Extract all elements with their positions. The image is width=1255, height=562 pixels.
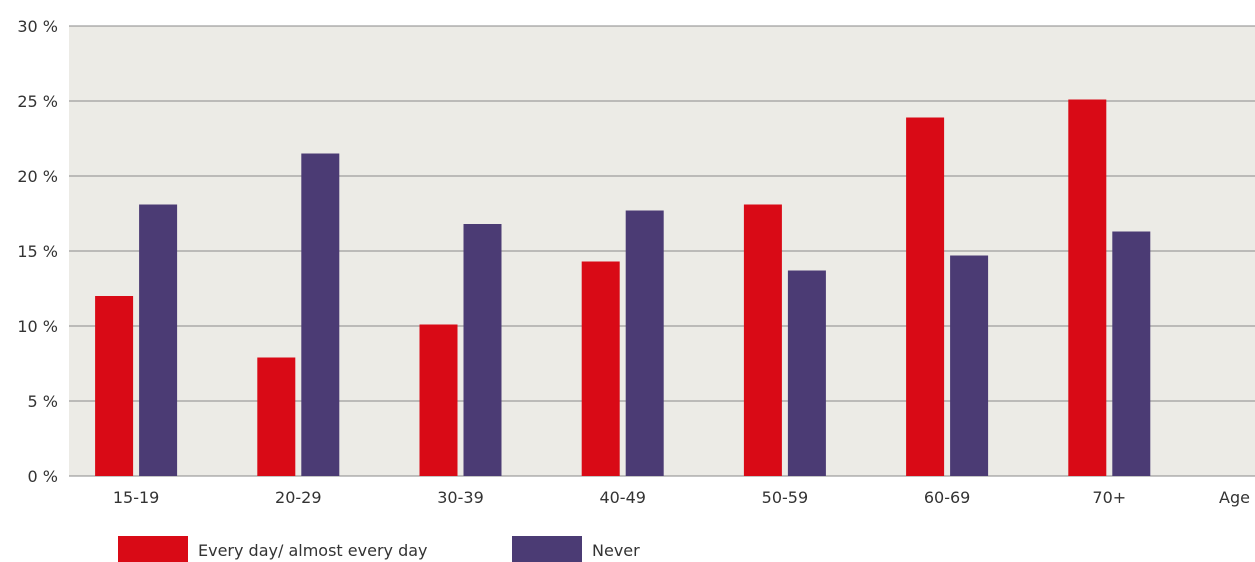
legend-swatch-every-day <box>118 536 188 562</box>
legend-swatch-never <box>512 536 582 562</box>
x-tick-label: 70+ <box>1092 488 1126 507</box>
y-axis-tick-labels: 0 % 5 % 10 % 15 % 20 % 25 % 30 % <box>17 17 58 486</box>
x-tick-label: 15-19 <box>113 488 160 507</box>
y-tick-label: 0 % <box>28 467 58 486</box>
bar-never-70+ <box>1112 231 1151 476</box>
bar-every-day-30-39 <box>419 324 458 476</box>
bar-never-60-69 <box>950 255 989 476</box>
x-tick-label: 40-49 <box>599 488 646 507</box>
y-tick-label: 25 % <box>17 92 58 111</box>
bar-never-30-39 <box>463 224 502 476</box>
y-tick-label: 15 % <box>17 242 58 261</box>
y-tick-label: 30 % <box>17 17 58 36</box>
bar-every-day-40-49 <box>581 261 620 476</box>
bar-every-day-50-59 <box>743 204 782 476</box>
y-tick-label: 5 % <box>28 392 58 411</box>
x-axis-label: Age <box>1219 488 1250 507</box>
bar-every-day-15-19 <box>95 296 134 476</box>
y-tick-label: 10 % <box>17 317 58 336</box>
bar-every-day-60-69 <box>906 117 945 476</box>
bar-every-day-20-29 <box>257 357 296 476</box>
x-tick-label: 60-69 <box>924 488 971 507</box>
legend-label-never: Never <box>592 541 640 560</box>
x-tick-label: 50-59 <box>762 488 809 507</box>
bar-never-20-29 <box>301 153 340 476</box>
x-tick-label: 20-29 <box>275 488 322 507</box>
bar-every-day-70+ <box>1068 99 1107 476</box>
bar-never-50-59 <box>787 270 826 476</box>
x-axis-tick-labels: 15-19 20-29 30-39 40-49 50-59 60-69 70+ <box>113 488 1126 507</box>
legend: Every day/ almost every day Never <box>118 536 640 562</box>
x-tick-label: 30-39 <box>437 488 484 507</box>
bar-never-40-49 <box>625 210 664 476</box>
legend-label-every-day: Every day/ almost every day <box>198 541 428 560</box>
bar-never-15-19 <box>139 204 178 476</box>
y-tick-label: 20 % <box>17 167 58 186</box>
bars <box>95 99 1151 476</box>
